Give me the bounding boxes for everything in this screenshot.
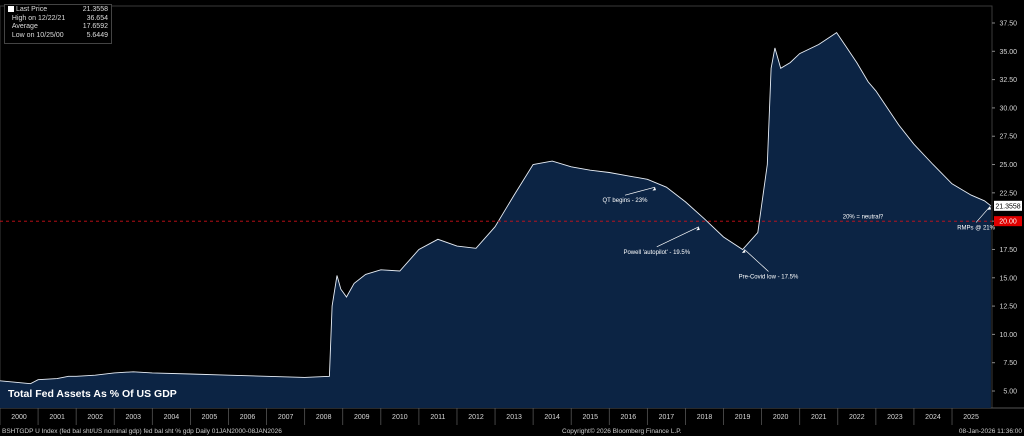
y-tick-label-10: 30.00 [999,105,1017,112]
y-tick-label-3: 12.50 [999,304,1017,311]
annotation-arrowhead-2 [741,249,746,253]
footer-copyright: Copyright© 2026 Bloomberg Finance L.P. [562,428,682,435]
legend-avg-value: 17.6592 [82,23,108,30]
footer-timestamp: 08-Jan-2026 11:36:00 [958,428,1022,435]
y-tick-label-5: 17.50 [999,247,1017,254]
annotation-arrowhead-3 [987,206,992,210]
annotation-label-0: QT begins - 23% [603,198,649,204]
annotation-arrow-2 [744,249,769,272]
legend-last-label: Last Price [16,6,48,13]
x-tick-label-9: 2009 [354,414,370,421]
legend-high-label: High on 12/22/21 [11,14,66,22]
y-tick-label-9: 27.50 [999,134,1017,141]
x-tick-label-0: 2000 [11,414,27,421]
x-tick-label-5: 2005 [202,414,218,421]
x-tick-label-7: 2007 [278,414,294,421]
annotation-label-2: Pre-Covid low - 17.5% [739,274,799,280]
legend-last-value: 21.3558 [82,6,108,13]
y-tick-label-8: 25.00 [999,162,1017,169]
legend-low-value: 5.6449 [86,31,108,39]
chart-title: Total Fed Assets As % Of US GDP [8,388,177,400]
annotation-arrowhead-1 [696,226,700,231]
x-tick-label-8: 2008 [316,414,332,421]
x-tick-label-10: 2010 [392,414,408,421]
legend-high-value: 36.654 [86,14,108,22]
area-fill [0,32,991,408]
annotation-arrow-0 [624,186,656,196]
x-tick-label-11: 2011 [430,414,445,421]
x-tick-label-21: 2021 [811,414,827,421]
y-tick-label-4: 15.00 [999,275,1017,282]
price-tags: 21.3558 20.00 [994,200,1022,227]
footer-ticker: BSHTGDP U Index (fed bal sht/US nominal … [2,428,282,435]
x-tick-label-23: 2023 [887,414,903,421]
x-tick-label-19: 2019 [735,414,751,421]
x-tick-label-16: 2016 [621,414,637,421]
last-price-tag-label: 21.3558 [995,203,1020,210]
reference-tag [994,216,1022,227]
footer-bar: BSHTGDP U Index (fed bal sht/US nominal … [0,427,1024,436]
x-tick-label-12: 2012 [468,414,484,421]
reference-line-label: 20% = neutral? [843,215,884,221]
y-tick-label-0: 5.00 [1003,389,1017,396]
annotation-arrow-3 [975,206,991,223]
y-tick-label-7: 22.50 [999,190,1017,197]
reference-tag-label: 20.00 [999,219,1017,226]
series-line [0,31,992,385]
x-tick-label-14: 2014 [544,414,560,421]
y-tick-label-12: 35.00 [999,49,1017,56]
x-tick-label-24: 2024 [925,414,941,421]
y-tick-label-2: 10.00 [999,332,1017,339]
x-tick-label-18: 2018 [697,414,713,421]
x-tick-label-20: 2020 [773,414,789,421]
legend-low-label: Low on 10/25/00 [11,31,64,39]
y-tick-label-1: 7.50 [1003,360,1017,367]
x-tick-label-25: 2025 [963,414,979,421]
x-axis: 2000 2001 2002 2003 2004 2005 2006 2007 2008 2009… [0,408,979,425]
x-tick-label-13: 2013 [506,414,522,421]
x-tick-label-22: 2022 [849,414,865,421]
x-tick-label-2: 2002 [87,414,103,421]
last-price-tag [994,200,1022,211]
y-tick-label-11: 32.50 [999,77,1017,84]
x-tick-label-1: 2001 [49,414,65,421]
y-tick-label-13: 37.50 [999,20,1017,27]
x-tick-label-17: 2017 [659,414,675,421]
annotation-arrowhead-0 [652,187,656,191]
x-tick-label-6: 2006 [240,414,256,421]
annotation-arrow-1 [656,226,699,248]
x-tick-label-3: 2003 [125,414,141,421]
annotation-label-1: Powell 'autopilot' - 19.5% [623,250,690,256]
annotations: QT begins - 23% Powell 'autopilot' - 19.5… [603,186,996,280]
legend: Last Price 21.3558 High on 12/22/21 36.654… [4,4,112,44]
x-tick-label-4: 2004 [164,414,180,421]
annotation-label-3: RMPs @ 21% [957,225,995,231]
x-tick-label-15: 2015 [582,414,598,421]
legend-swatch [8,6,14,13]
legend-avg-label: Average [11,23,38,30]
